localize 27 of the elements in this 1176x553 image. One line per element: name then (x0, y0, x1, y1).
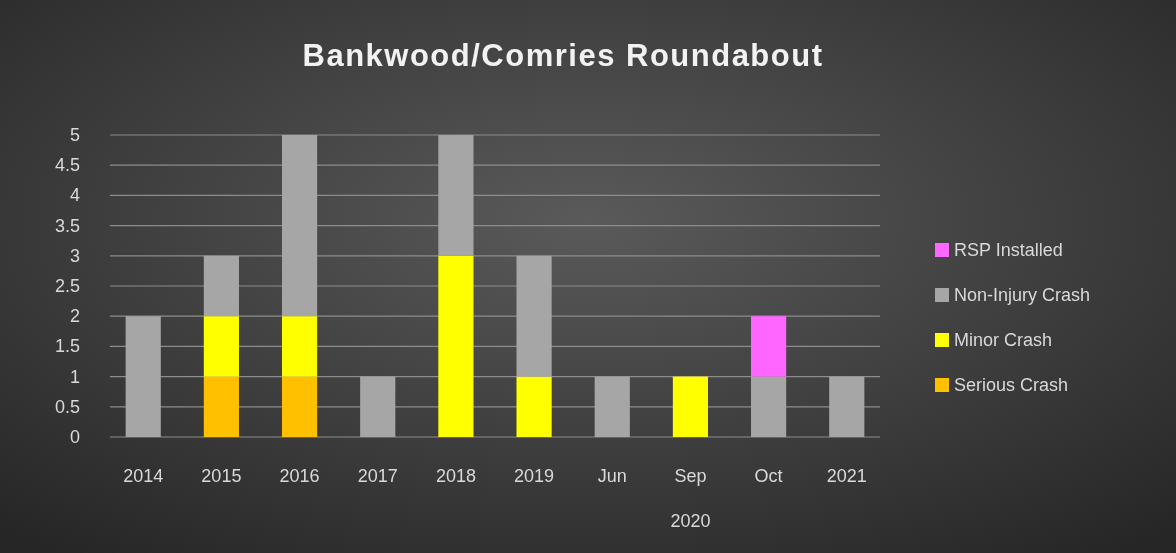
y-tick-label: 0 (69, 427, 80, 447)
text: 2020 (670, 511, 711, 531)
x-tick-label: Oct (754, 466, 783, 486)
chart-title: Bankwood/Comries Roundabout (302, 38, 824, 73)
y-tick-label: 0.5 (54, 396, 80, 417)
x-tick-label: 2015 (201, 466, 242, 486)
x-tick-label: 2016 (279, 466, 320, 486)
legend-label: Minor Crash (954, 330, 1053, 350)
x-tick-label: Jun (597, 466, 627, 486)
x-tick-label: 2014 (123, 466, 164, 486)
y-tick-label: 3 (69, 245, 80, 266)
y-tick-label: 4.5 (54, 155, 80, 176)
y-tick-label: 2.5 (54, 276, 80, 296)
y-tick-label: 5 (69, 125, 80, 145)
y-tick-label: 1.5 (54, 336, 80, 357)
x-tick-label: 2018 (435, 466, 476, 486)
legend-label: Non-Injury Crash (954, 285, 1091, 305)
legend-label: RSP Installed (954, 240, 1063, 260)
y-tick-label: 2 (69, 306, 80, 327)
legend-label: Serious Crash (954, 375, 1069, 395)
y-tick-label: 1 (69, 366, 80, 387)
y-tick-label: 4 (69, 185, 80, 206)
y-tick-label: 3.5 (54, 215, 80, 236)
x-tick-label: Sep (674, 466, 707, 486)
x-tick-label: 2019 (514, 466, 555, 486)
x-tick-label: 2021 (826, 466, 867, 486)
x-tick-label: 2017 (357, 466, 398, 486)
